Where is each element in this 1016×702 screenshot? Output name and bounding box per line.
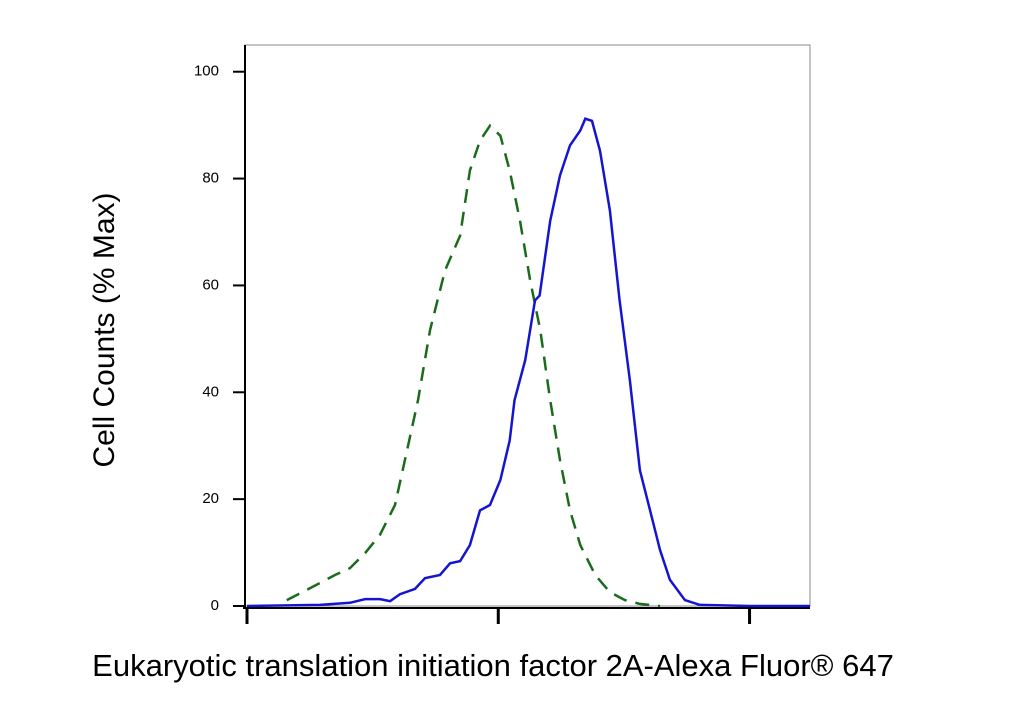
y-tick-label: 60 xyxy=(202,276,219,293)
y-axis-label: Cell Counts (% Max) xyxy=(88,192,121,467)
y-tick-label: 80 xyxy=(202,170,219,187)
y-tick-label: 20 xyxy=(202,490,219,507)
x-axis-label: Eukaryotic translation initiation factor… xyxy=(92,648,894,683)
plot-frame xyxy=(244,44,811,607)
y-tick-label: 0 xyxy=(211,597,219,614)
series-line xyxy=(286,123,661,608)
y-tick-label: 100 xyxy=(194,63,219,80)
y-tick-label: 40 xyxy=(202,383,219,400)
series-line xyxy=(246,117,810,608)
